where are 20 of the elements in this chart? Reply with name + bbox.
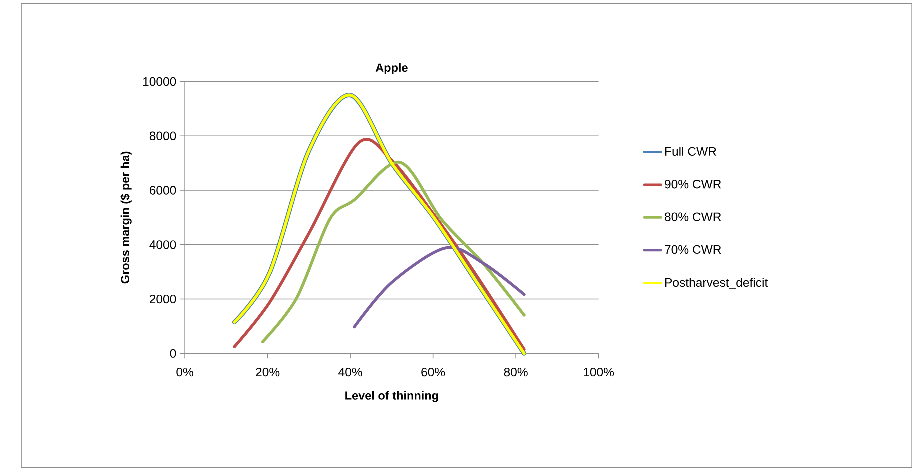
legend-label: 90% CWR xyxy=(665,180,722,189)
legend-label: 70% CWR xyxy=(665,245,722,254)
x-tick-label: 100% xyxy=(584,368,614,377)
x-tick-label: 80% xyxy=(504,368,528,377)
y-tick-label: 4000 xyxy=(150,240,176,250)
x-tick-label: 20% xyxy=(256,368,280,377)
y-tick-label: 2000 xyxy=(150,295,176,304)
y-tick-label: 6000 xyxy=(150,186,176,195)
legend-label: Postharvest_deficit xyxy=(666,278,768,290)
y-tick-label: 0 xyxy=(170,349,176,358)
y-axis-title: Gross margin ($ per ha) xyxy=(120,152,132,284)
x-axis-title: Level of thinning xyxy=(346,391,438,402)
x-tick-label: 0% xyxy=(176,368,194,377)
x-tick-label: 60% xyxy=(422,368,446,377)
chart-title: Apple xyxy=(376,64,408,74)
x-tick-label: 40% xyxy=(338,368,362,377)
legend-label: 80% CWR xyxy=(665,212,722,222)
legend-label: Full CWR xyxy=(666,147,716,156)
y-tick-label: 8000 xyxy=(150,132,176,141)
y-tick-label: 10000 xyxy=(143,78,176,86)
